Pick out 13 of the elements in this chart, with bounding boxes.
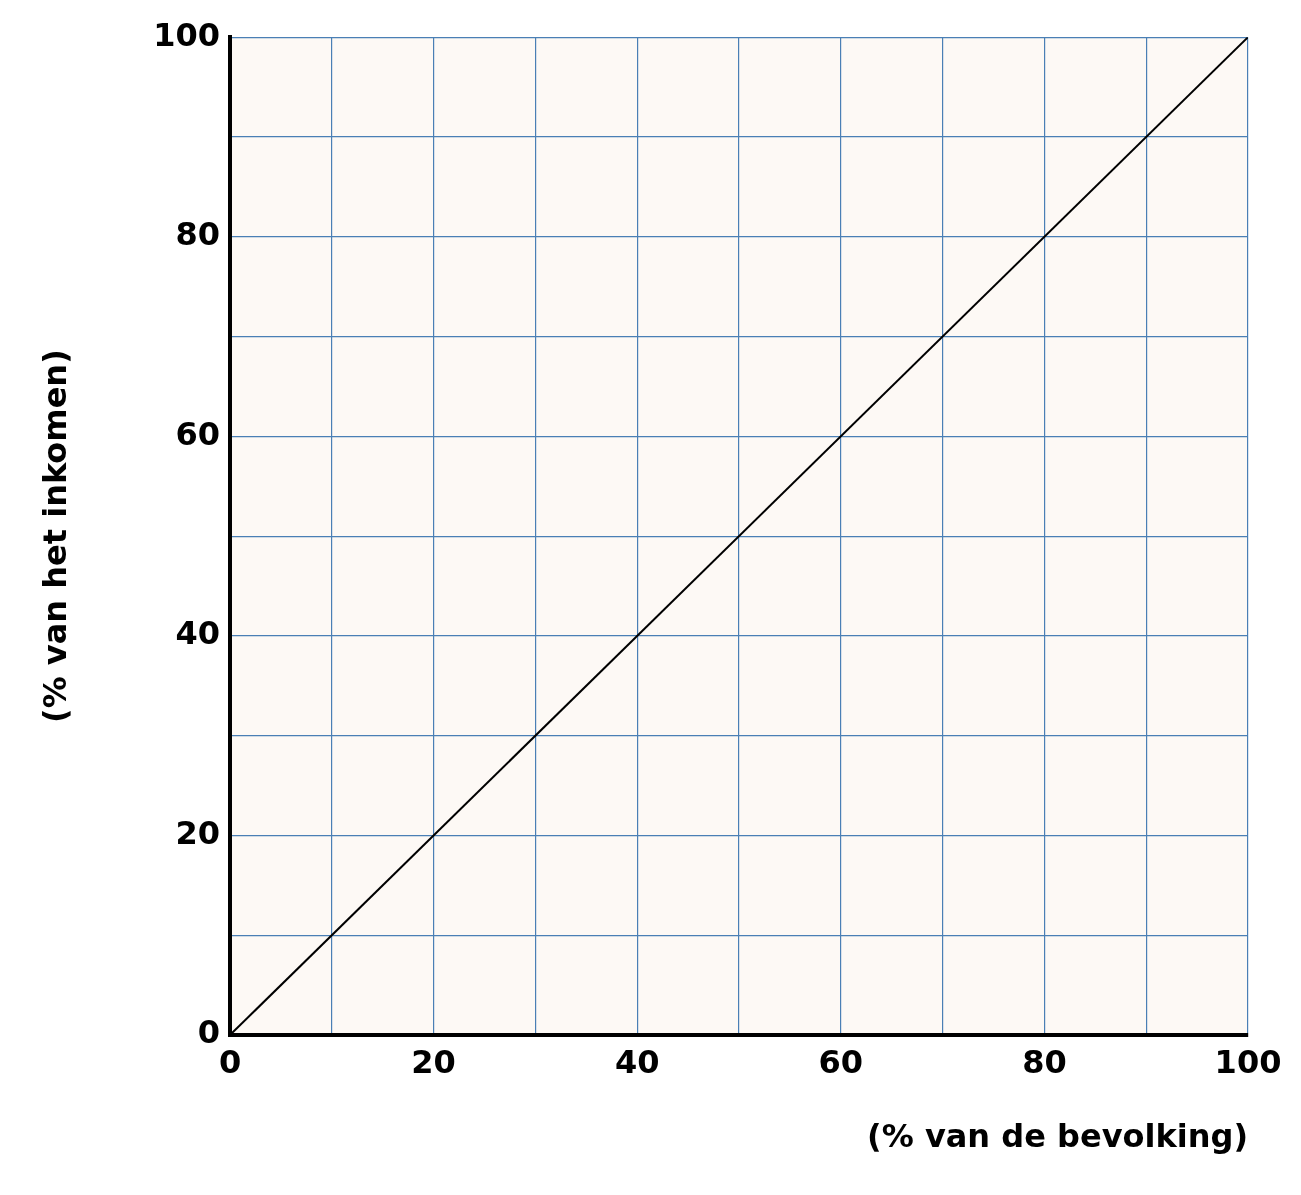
- y-tick-label: 20: [175, 813, 220, 852]
- x-axis-title: (% van de bevolking): [867, 1117, 1248, 1156]
- y-tick-label: 0: [197, 1013, 220, 1052]
- x-tick-label: 60: [818, 1042, 864, 1081]
- y-tick-label: 40: [175, 614, 220, 653]
- x-tick-label: 20: [411, 1042, 456, 1081]
- x-tick-label: 40: [614, 1042, 660, 1081]
- x-tick-label: 100: [1214, 1042, 1282, 1081]
- y-tick-label: 60: [175, 414, 220, 453]
- y-axis-title: (% van het inkomen): [35, 349, 74, 723]
- x-tick-label: 80: [1022, 1042, 1067, 1081]
- y-tick-label: 80: [175, 215, 220, 254]
- y-tick-label: 100: [153, 15, 220, 54]
